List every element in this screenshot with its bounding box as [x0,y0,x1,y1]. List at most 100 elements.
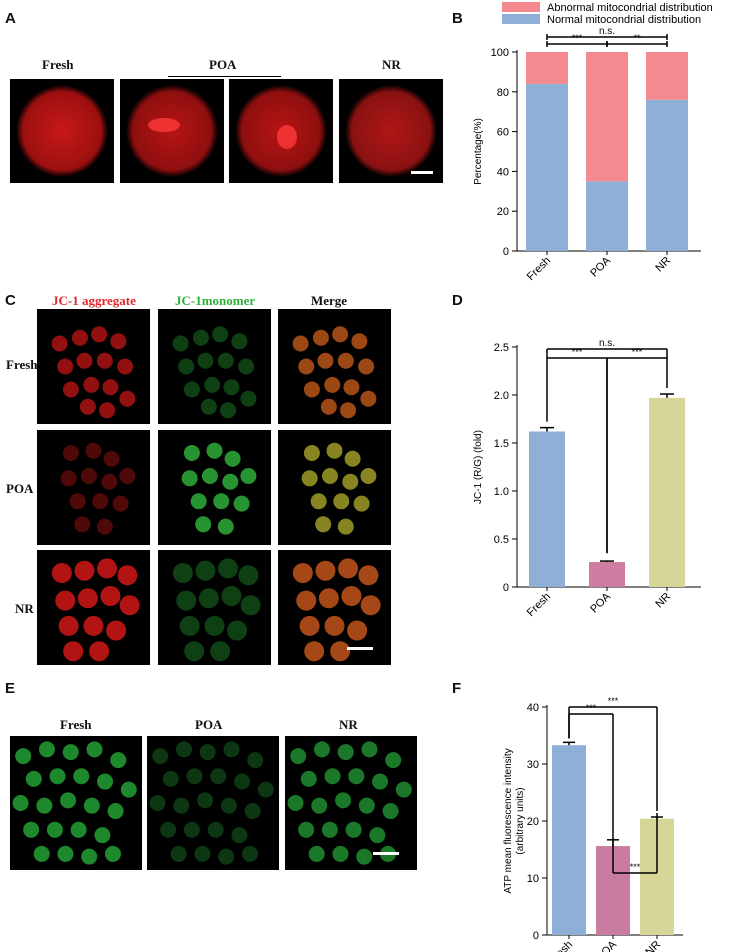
oocyte [210,641,231,662]
oocyte [15,748,32,765]
sig-label: ** [633,33,641,43]
oocyte [353,495,370,512]
y-tick-label: 0 [503,246,509,258]
oocyte [231,827,248,844]
oocyte [201,468,218,484]
oocyte [206,442,223,459]
oocyte [361,741,378,758]
oocyte [173,797,190,814]
bar-poa [589,562,625,587]
oocyte [62,381,79,398]
sig-label: n.s. [599,338,615,349]
oocyte [247,752,264,769]
chart-f: 0 10 20 30 40 ATP mean fluorescence intensity… [503,696,683,952]
oocyte [46,821,63,838]
oocyte [195,560,216,581]
y-tick-label: 30 [527,759,539,771]
label-poa-e: POA [195,717,223,732]
oocyte [220,402,237,419]
label-nr-e: NR [339,717,358,732]
oocyte [178,358,195,375]
oocyte [358,358,375,375]
oocyte [360,468,377,484]
y-tick-label: 60 [497,127,509,139]
y-tick-label: 0 [503,582,509,594]
oocyte [344,450,361,467]
y-tick-label: 100 [491,47,509,59]
x-tick-label-fresh: Fresh [525,255,553,283]
oocyte [324,376,341,393]
sig-label: *** [572,347,583,357]
oocyte [102,379,119,396]
oocyte [240,595,261,616]
oocyte [213,493,230,510]
oocyte [103,450,120,467]
oocyte [332,845,349,862]
micrograph-c-nr-monomer [158,550,271,665]
oocyte [303,445,320,461]
micrograph-c-fresh-monomer [158,309,271,424]
oocyte [160,821,177,838]
oocyte [74,516,91,533]
label-fresh-e: Fresh [60,717,92,732]
oocyte [321,821,338,838]
y-tick-label: 80 [497,87,509,99]
oocyte [117,565,138,586]
oocyte [119,595,140,616]
panel-letter-d: D [452,292,463,309]
oocyte [70,821,87,838]
oocyte [170,845,187,862]
oocyte [38,741,55,758]
oocyte [194,845,211,862]
oocyte [318,588,339,609]
oocyte [198,588,219,609]
oocyte [76,352,93,369]
oocyte [298,358,315,375]
oocyte [212,326,229,343]
oocyte [181,470,198,487]
x-tick-label-poa: POA [588,254,613,279]
col-label-jc1-monomer: JC-1monomer [175,293,256,308]
oocyte [81,848,98,865]
oocyte [238,565,259,586]
oocyte [199,744,216,761]
oocyte [172,335,189,352]
bar-normal-poa [586,181,628,251]
oocyte [313,741,330,758]
oocyte [99,402,116,419]
panel-letter-c: C [5,292,16,309]
micrograph-c-nr-aggregate [37,550,150,665]
oocyte [372,773,389,790]
oocyte [300,770,317,787]
oocyte [120,781,137,798]
oocyte [104,845,121,862]
oocyte [92,493,109,510]
oocyte [227,620,248,641]
oocyte [80,468,97,484]
oocyte [183,821,200,838]
oocyte [385,752,402,769]
oocyte [197,792,214,809]
micrograph-a-nr [339,79,443,183]
micrograph-a-fresh [10,79,114,183]
scale-bar [373,852,399,855]
x-tick-label-nr: NR [643,939,663,952]
x-tick-label-fresh: Fresh [547,939,575,952]
oocyte [238,358,255,375]
micrograph-c-poa-monomer [158,430,271,545]
oocyte [348,768,365,785]
sig-label: *** [632,347,643,357]
y-tick-label: 40 [497,166,509,178]
oocyte [190,493,207,510]
y-tick-label: 2.0 [494,390,509,402]
oocyte [162,770,179,787]
oocyte [358,565,379,586]
oocyte [360,595,381,616]
x-tick-label-poa: POA [594,938,619,952]
oocyte [94,827,111,844]
y-tick-label: 1.0 [494,486,509,498]
oocyte [345,821,362,838]
y-axis-label: JC-1 (R/G) (fold) [473,430,484,504]
oocyte [195,516,212,533]
bar-fresh [552,745,586,935]
